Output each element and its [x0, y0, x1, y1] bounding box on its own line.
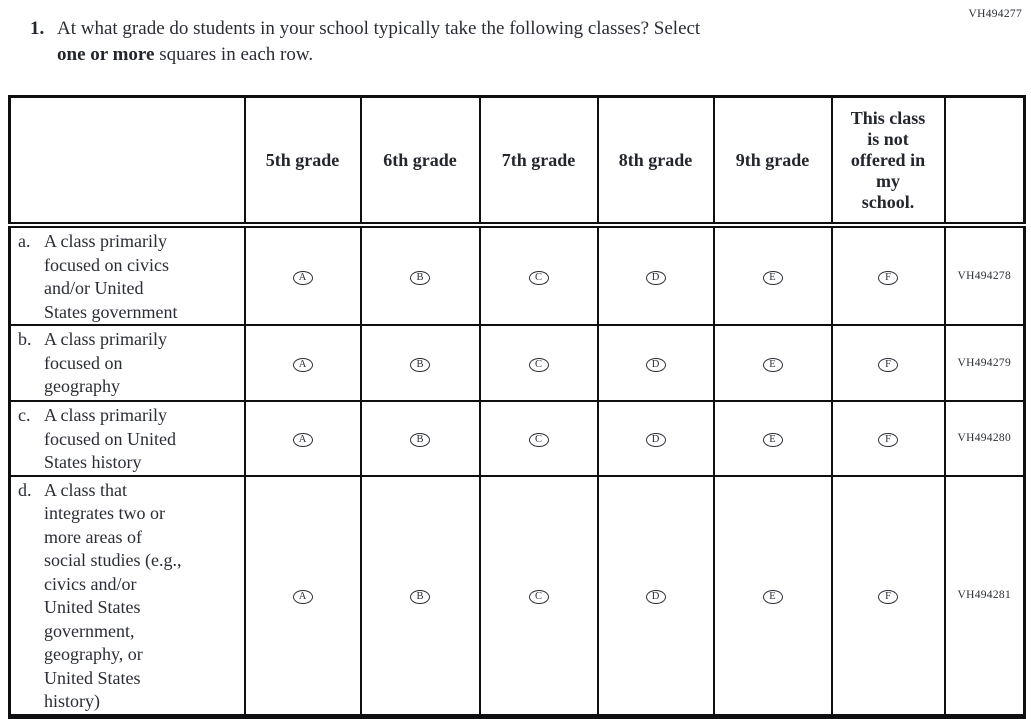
option-bubble-b[interactable]: B	[410, 433, 430, 447]
code-column-header	[943, 95, 1026, 228]
option-cell: F	[830, 400, 946, 477]
option-cell: E	[712, 324, 833, 402]
option-bubble-b[interactable]: B	[410, 357, 430, 372]
option-bubble-a[interactable]: A	[292, 433, 313, 447]
question-line1: At what grade do students in your school…	[57, 18, 701, 39]
option-cell: D	[596, 474, 715, 717]
row-letter: b.	[18, 329, 32, 349]
option-bubble-f[interactable]: F	[878, 589, 898, 604]
option-cell: E	[712, 224, 833, 326]
option-cell: B	[359, 400, 481, 477]
table-row-a: a. A class primarily focused on civics a…	[8, 224, 1026, 326]
option-bubble-f[interactable]: F	[878, 433, 898, 447]
row-label: b. A class primarily focused on geograph…	[8, 324, 246, 402]
column-header-7th-grade: 7th grade	[478, 95, 599, 228]
option-cell: A	[243, 224, 362, 326]
option-bubble-e[interactable]: E	[762, 270, 783, 285]
option-bubble-c[interactable]: C	[528, 433, 549, 447]
option-cell: A	[243, 474, 362, 717]
option-bubble-a[interactable]: A	[292, 589, 313, 604]
option-cell: B	[359, 474, 481, 717]
option-bubble-b[interactable]: B	[410, 270, 430, 285]
row-code: VH494281	[943, 474, 1026, 717]
option-cell: A	[243, 324, 362, 402]
option-bubble-a[interactable]: A	[292, 270, 313, 285]
question-line2-rest: squares in each row.	[154, 44, 314, 65]
question: 1. At what grade do students in your sch…	[30, 16, 930, 68]
option-cell: C	[478, 474, 599, 717]
column-header-8th-grade: 8th grade	[596, 95, 715, 228]
row-label-text: A class that integrates two or more area…	[44, 479, 182, 712]
row-code: VH494278	[943, 224, 1026, 326]
column-header-5th-grade: 5th grade	[243, 95, 362, 228]
page-code: VH494277	[968, 8, 1022, 20]
option-bubble-d[interactable]: D	[645, 270, 666, 285]
option-bubble-d[interactable]: D	[645, 433, 666, 447]
row-letter: a.	[18, 231, 31, 251]
column-header-6th-grade: 6th grade	[359, 95, 481, 228]
option-cell: E	[712, 474, 833, 717]
table-row-d: d. A class that integrates two or more a…	[8, 474, 1026, 717]
table-row-b: b. A class primarily focused on geograph…	[8, 324, 1026, 402]
option-cell: D	[596, 324, 715, 402]
row-letter: c.	[18, 405, 31, 425]
row-label: d. A class that integrates two or more a…	[8, 474, 246, 717]
option-bubble-b[interactable]: B	[410, 589, 430, 604]
row-label: c. A class primarily focused on United S…	[8, 400, 246, 477]
column-header-9th-grade: 9th grade	[712, 95, 833, 228]
row-label-text: A class primarily focused on geography	[44, 329, 167, 396]
row-letter: d.	[18, 479, 32, 500]
option-cell: A	[243, 400, 362, 477]
question-emphasis: one or more	[57, 44, 155, 65]
option-cell: D	[596, 400, 715, 477]
option-bubble-d[interactable]: D	[645, 589, 666, 604]
option-cell: F	[830, 224, 946, 326]
answer-table: 5th grade 6th grade 7th grade 8th grade …	[8, 95, 1026, 719]
row-code: VH494279	[943, 324, 1026, 402]
option-bubble-c[interactable]: C	[528, 357, 549, 372]
row-code: VH494280	[943, 400, 1026, 477]
option-bubble-c[interactable]: C	[528, 270, 549, 285]
option-cell: F	[830, 474, 946, 717]
option-cell: E	[712, 400, 833, 477]
option-cell: C	[478, 224, 599, 326]
option-cell: C	[478, 324, 599, 402]
question-text: At what grade do students in your school…	[57, 16, 700, 68]
option-bubble-e[interactable]: E	[762, 357, 783, 372]
table-row-c: c. A class primarily focused on United S…	[8, 400, 1026, 477]
option-cell: B	[359, 224, 481, 326]
row-label-text: A class primarily focused on civics and/…	[44, 231, 178, 322]
option-bubble-d[interactable]: D	[645, 357, 666, 372]
option-bubble-f[interactable]: F	[878, 357, 898, 372]
option-bubble-e[interactable]: E	[762, 433, 783, 447]
row-label-column-header	[8, 95, 246, 228]
column-header-not-offered: This class is not offered in my school.	[830, 95, 946, 228]
option-bubble-c[interactable]: C	[528, 589, 549, 604]
option-bubble-a[interactable]: A	[292, 357, 313, 372]
option-bubble-f[interactable]: F	[878, 270, 898, 285]
table-header-row: 5th grade 6th grade 7th grade 8th grade …	[8, 95, 1026, 228]
row-label: a. A class primarily focused on civics a…	[8, 224, 246, 326]
option-bubble-e[interactable]: E	[762, 589, 783, 604]
option-cell: D	[596, 224, 715, 326]
question-number: 1.	[30, 18, 45, 39]
option-cell: C	[478, 400, 599, 477]
row-label-text: A class primarily focused on United Stat…	[44, 405, 176, 472]
option-cell: B	[359, 324, 481, 402]
option-cell: F	[830, 324, 946, 402]
